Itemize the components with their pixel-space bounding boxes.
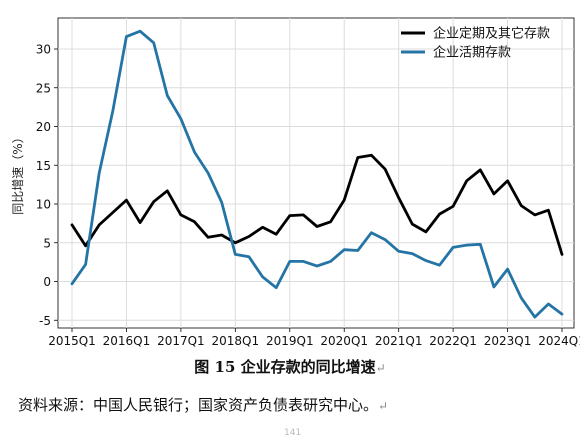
y-tick-label: 30 bbox=[36, 43, 51, 57]
series-line-2 bbox=[70, 29, 564, 319]
source-return-mark: ↵ bbox=[378, 399, 389, 413]
y-tick-label: 15 bbox=[36, 159, 51, 173]
x-tick-label: 2016Q1 bbox=[103, 334, 151, 348]
plot-area bbox=[57, 17, 575, 329]
x-tick-label: 2018Q1 bbox=[212, 334, 260, 348]
x-tick-label: 2021Q1 bbox=[375, 334, 423, 348]
y-tick-label: 5 bbox=[43, 236, 51, 250]
x-tick-label: 2023Q1 bbox=[484, 334, 532, 348]
legend-label: 企业活期存款 bbox=[433, 45, 511, 61]
x-tick-label: 2020Q1 bbox=[320, 334, 368, 348]
y-tick-label: 20 bbox=[36, 120, 51, 134]
y-tick-label: 10 bbox=[36, 198, 51, 212]
line-chart: -5 0 5 10 15 20 25 30 2015Q1 2016Q1 2017Q1 2018Q1 20… bbox=[11, 17, 580, 348]
source-note: 资料来源：中国人民银行；国家资产负债表研究中心。↵ bbox=[18, 394, 388, 415]
x-tick-label: 2015Q1 bbox=[48, 334, 96, 348]
series-line-1 bbox=[70, 153, 564, 256]
figure-caption: 图 15 企业存款的同比增速↵ bbox=[0, 356, 580, 377]
caption-return-mark: ↵ bbox=[375, 361, 386, 375]
y-tick-label: 25 bbox=[36, 81, 51, 95]
legend-label: 企业定期及其它存款 bbox=[433, 26, 550, 42]
x-tick-label: 2024Q1 bbox=[538, 334, 580, 348]
y-axis-label: 同比增速（%） bbox=[11, 131, 25, 214]
caption-text: 图 15 企业存款的同比增速 bbox=[194, 358, 376, 376]
page-number: 141 bbox=[284, 428, 302, 438]
x-tick-label: 2019Q1 bbox=[266, 334, 314, 348]
y-tick-label: 0 bbox=[43, 275, 51, 289]
source-text: 资料来源：中国人民银行；国家资产负债表研究中心。 bbox=[18, 396, 379, 414]
x-tick-label: 2017Q1 bbox=[157, 334, 205, 348]
x-tick-label: 2022Q1 bbox=[429, 334, 477, 348]
y-tick-label: -5 bbox=[39, 314, 51, 328]
